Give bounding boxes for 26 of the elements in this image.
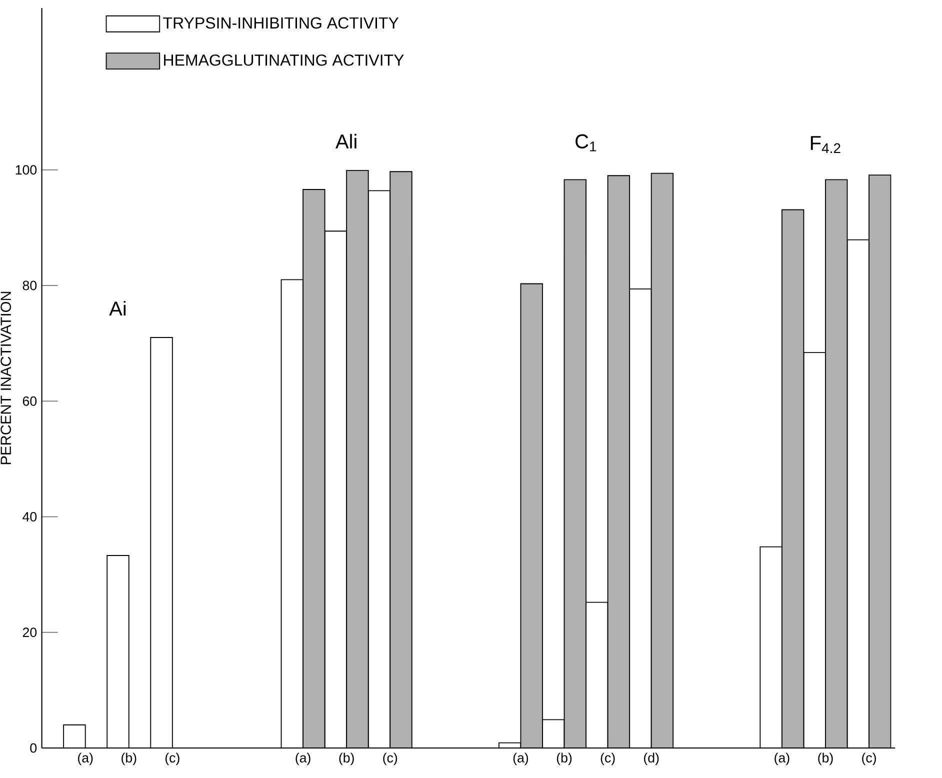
y-tick-label: 40 (22, 512, 37, 522)
y-axis-title: PERCENT INACTIVATION (0, 292, 12, 464)
x-tick-label: (a) (774, 752, 790, 766)
y-tick-label: 0 (30, 743, 37, 753)
y-tick-label: 100 (16, 165, 37, 175)
x-tick-label: (b) (556, 752, 572, 766)
x-tick-label: (c) (600, 752, 615, 766)
x-tick-label: (c) (862, 752, 876, 766)
annotation: Ai (109, 300, 126, 316)
x-tick-label: (c) (383, 752, 398, 766)
annotation: F$_{4.2}$ (810, 136, 840, 154)
x-tick-label: (b) (339, 752, 354, 766)
annotation: C$_{1}$ (576, 134, 596, 152)
x-tick-label: (b) (122, 752, 136, 766)
legend-label: TRYPSIN-INHIBITING ACTIVITY (163, 17, 399, 29)
x-tick-label: (a) (78, 752, 93, 766)
x-tick-label: (a) (296, 752, 310, 766)
y-tick-label: 60 (22, 396, 37, 406)
legend-label: HEMAGGLUTINATING ACTIVITY (164, 54, 404, 66)
x-tick-label: (c) (165, 752, 180, 766)
x-tick-label: (d) (644, 752, 659, 766)
annotation: Ali (335, 134, 356, 148)
y-tick-label: 20 (22, 628, 37, 638)
y-tick-label: 80 (22, 280, 37, 290)
x-tick-label: (b) (818, 752, 833, 766)
x-tick-label: (a) (513, 752, 528, 766)
